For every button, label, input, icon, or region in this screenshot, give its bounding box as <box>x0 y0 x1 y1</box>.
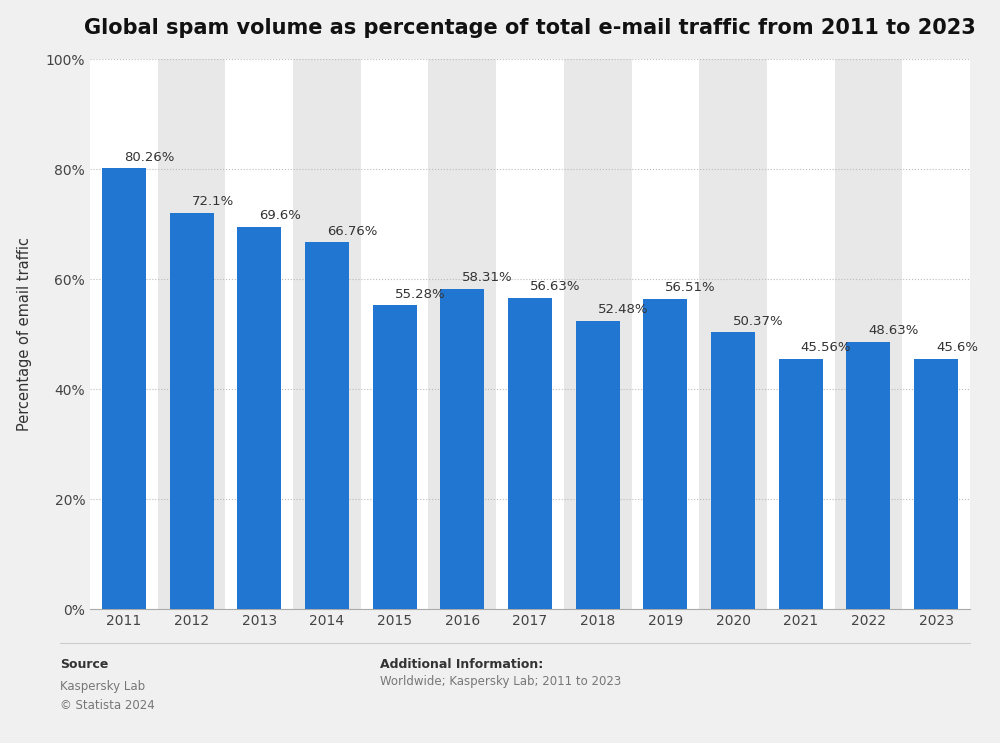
Bar <box>305 242 349 609</box>
Bar <box>576 321 620 609</box>
Bar <box>699 59 767 609</box>
Text: 48.63%: 48.63% <box>868 325 919 337</box>
Bar <box>102 168 146 609</box>
Y-axis label: Percentage of email traffic: Percentage of email traffic <box>17 237 32 432</box>
Title: Global spam volume as percentage of total e-mail traffic from 2011 to 2023: Global spam volume as percentage of tota… <box>84 19 976 39</box>
Text: 69.6%: 69.6% <box>259 210 301 222</box>
Text: 52.48%: 52.48% <box>598 303 648 317</box>
Bar <box>564 59 632 609</box>
Text: 72.1%: 72.1% <box>192 195 234 209</box>
Bar <box>914 359 958 609</box>
Bar <box>779 359 823 609</box>
Text: 45.6%: 45.6% <box>936 341 978 354</box>
Text: 66.76%: 66.76% <box>327 225 377 238</box>
Text: 55.28%: 55.28% <box>395 288 445 301</box>
Text: Source: Source <box>60 658 108 670</box>
Bar <box>846 342 890 609</box>
Text: 50.37%: 50.37% <box>733 315 784 328</box>
Bar <box>440 289 484 609</box>
Text: 56.51%: 56.51% <box>665 281 716 294</box>
Bar <box>158 59 225 609</box>
Text: 56.63%: 56.63% <box>530 281 580 293</box>
Bar <box>237 227 281 609</box>
Text: Worldwide; Kaspersky Lab; 2011 to 2023: Worldwide; Kaspersky Lab; 2011 to 2023 <box>380 675 621 687</box>
Bar <box>428 59 496 609</box>
Text: 45.56%: 45.56% <box>801 341 851 354</box>
Text: Additional Information:: Additional Information: <box>380 658 543 670</box>
Bar <box>835 59 902 609</box>
Bar <box>293 59 361 609</box>
Text: 58.31%: 58.31% <box>462 271 513 285</box>
Bar <box>373 305 417 609</box>
Text: Kaspersky Lab
© Statista 2024: Kaspersky Lab © Statista 2024 <box>60 680 155 712</box>
Bar <box>170 212 214 609</box>
Bar <box>711 332 755 609</box>
Bar <box>643 299 687 609</box>
Text: 80.26%: 80.26% <box>124 151 174 163</box>
Bar <box>508 298 552 609</box>
